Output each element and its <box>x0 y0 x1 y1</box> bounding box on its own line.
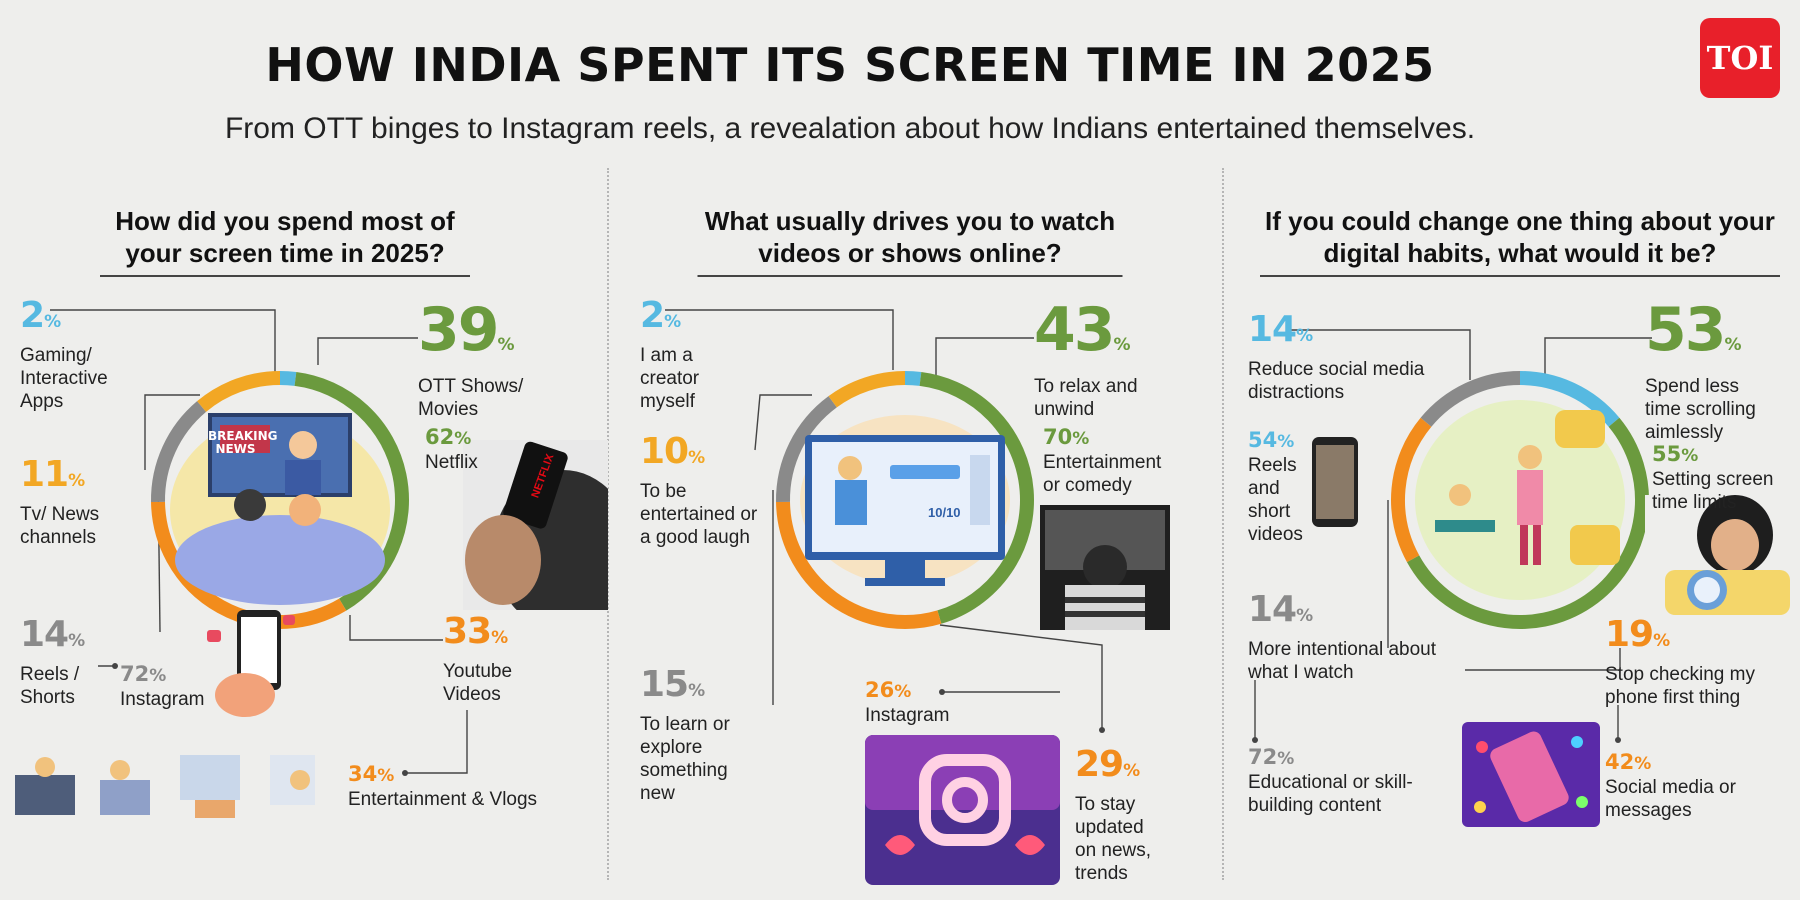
stat-phone-first: 19% Stop checking my phone first thing <box>1605 614 1755 709</box>
stat-news-trends: 29% To stay updated on news, trends <box>1075 744 1152 885</box>
stat-creator: 2% I am a creator myself <box>640 295 700 413</box>
donut-segment <box>1420 371 1521 427</box>
donut-segment <box>904 371 922 386</box>
stat-ott: 39% OTT Shows/ Movies <box>418 295 524 420</box>
stat-instagram: 72% Instagram <box>120 662 205 710</box>
donut-segment <box>197 371 281 413</box>
stat-screen-limits: 55% Setting screen time limits <box>1652 442 1774 513</box>
stat-learn: 15% To learn or explore something new <box>640 664 730 805</box>
page-title: HOW INDIA SPENT ITS SCREEN TIME IN 2025 <box>265 38 1435 92</box>
stat-educational: 72% Educational or skill-building conten… <box>1248 745 1413 816</box>
donut-segment <box>1519 371 1620 427</box>
donut-segment <box>776 396 837 503</box>
stat-reels: 14% Reels / Shorts <box>20 614 86 709</box>
stat-reduce-distractions: 14% Reduce social media distractions <box>1248 309 1425 404</box>
stat-entertained: 10% To be entertained or a good laugh <box>640 431 758 549</box>
donut-segment <box>151 401 207 503</box>
donut-chart-panel3 <box>1391 371 1649 629</box>
tv-breaking-news: BREAKING NEWS <box>208 429 278 456</box>
donut-segment <box>919 372 1034 624</box>
stat-gaming: 2% Gaming/ Interactive Apps <box>20 295 108 413</box>
stat-netflix: 62% Netflix <box>425 425 478 473</box>
donut-segment <box>1391 417 1432 563</box>
screen-score: 10/10 <box>928 505 961 520</box>
panel2-question: What usually drives you to watch videos … <box>690 205 1130 277</box>
stat-scrolling: 53% Spend less time scrolling aimlessly <box>1645 295 1756 443</box>
reels-phone-illustration <box>1312 437 1358 527</box>
girl-alarm-clock-photo <box>1645 495 1790 615</box>
stat-entertainment-vlogs: 34% Entertainment & Vlogs <box>348 762 538 810</box>
instagram-3d-illustration <box>865 735 1060 885</box>
donut-chart-panel2 <box>776 371 1034 629</box>
stat-instagram-news: 26% Instagram <box>865 678 950 726</box>
donut-segment <box>828 371 906 408</box>
panel1-question: How did you spend most of your screen ti… <box>85 205 485 277</box>
panel-divider <box>607 168 609 880</box>
panel-divider <box>1222 168 1224 880</box>
monitor-illustration <box>800 415 1010 586</box>
netflix-phone-photo <box>463 440 608 610</box>
stat-intentional: 14% More intentional about what I watch <box>1248 589 1437 684</box>
man-watching-tv-photo <box>1040 505 1170 630</box>
donut-segment <box>1406 417 1649 629</box>
page-subtitle: From OTT binges to Instagram reels, a re… <box>224 112 1476 145</box>
people-phones-illustration <box>1415 400 1625 600</box>
couch-tv-illustration <box>170 413 390 605</box>
stat-entertainment-comedy: 70% Entertainment or comedy <box>1043 425 1162 496</box>
donut-segment <box>151 501 347 629</box>
stat-tv-news: 11% Tv/ News channels <box>20 454 100 549</box>
stat-youtube: 33% Youtube Videos <box>443 611 513 706</box>
donut-segment <box>279 371 297 386</box>
vlog-illustration-strip <box>15 755 315 818</box>
stat-social-messages: 42% Social media or messages <box>1605 750 1736 821</box>
stat-relax: 43% To relax and unwind <box>1034 295 1138 420</box>
toi-logo[interactable]: TOI <box>1700 18 1780 98</box>
instagram-phone-illustration <box>207 610 295 717</box>
social-apps-phone-illustration <box>1462 722 1600 827</box>
donut-segment <box>776 501 942 629</box>
stat-reels-short-videos: 54% Reels and short videos <box>1248 428 1303 545</box>
panel3-question: If you could change one thing about your… <box>1255 205 1785 277</box>
